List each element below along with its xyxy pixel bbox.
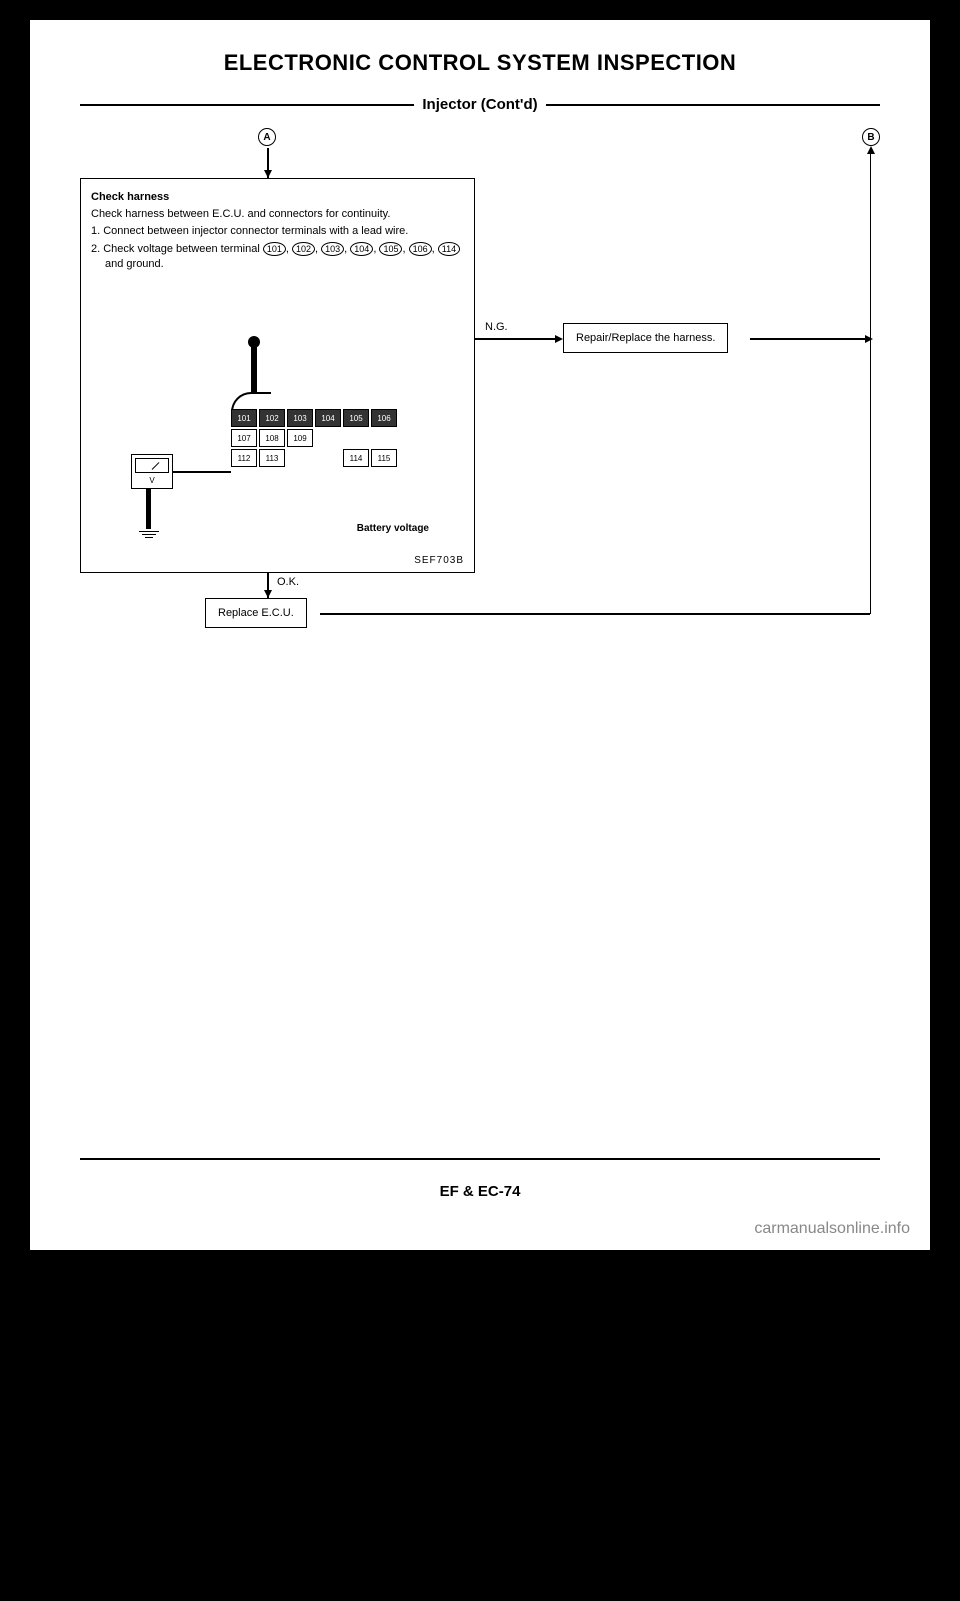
connector-cell-blank [343, 429, 369, 447]
connector-cell: 115 [371, 449, 397, 467]
arrow-up-icon [867, 146, 875, 154]
connector-cell: 108 [259, 429, 285, 447]
terminal-number: 106 [409, 242, 432, 256]
connector-row: 112 113 114 115 [231, 449, 411, 467]
step-2: 2. Check voltage between terminal 101, 1… [91, 242, 464, 273]
probe-icon [251, 344, 257, 394]
connector-cell: 109 [287, 429, 313, 447]
terminal-number: 103 [321, 242, 344, 256]
terminal-number: 101 [263, 242, 286, 256]
connector-row: 107 108 109 [231, 429, 411, 447]
connector-cell: 113 [259, 449, 285, 467]
divider [546, 104, 880, 106]
check-harness-box: Check harness Check harness between E.C.… [80, 178, 475, 573]
ok-label: O.K. [277, 576, 299, 588]
connector-block: 101 102 103 104 105 106 107 108 109 [231, 409, 411, 469]
connector-cell-blank [315, 449, 341, 467]
page-number: EF & EC-74 [30, 1183, 930, 1200]
flow-line [475, 338, 560, 340]
subtitle: Injector (Cont'd) [414, 96, 545, 113]
arrow-right-icon [865, 335, 873, 343]
connector-cell: 101 [231, 409, 257, 427]
flow-line [320, 613, 870, 615]
manual-page: ELECTRONIC CONTROL SYSTEM INSPECTION Inj… [30, 20, 930, 1250]
battery-voltage-label: Battery voltage [357, 523, 429, 534]
subtitle-row: Injector (Cont'd) [30, 96, 930, 113]
connector-cell: 112 [231, 449, 257, 467]
repair-replace-box: Repair/Replace the harness. [563, 323, 728, 353]
connector-cell: 107 [231, 429, 257, 447]
flow-line [750, 338, 870, 340]
terminal-number: 104 [350, 242, 373, 256]
divider [80, 104, 414, 106]
connector-cell: 114 [343, 449, 369, 467]
entry-point-a: A [258, 128, 276, 146]
terminal-number: 114 [438, 242, 460, 256]
voltmeter-icon: V [131, 454, 173, 489]
connector-cell: 103 [287, 409, 313, 427]
connector-cell: 105 [343, 409, 369, 427]
footer-divider [80, 1158, 880, 1160]
ground-icon [139, 529, 159, 540]
flow-line [870, 598, 872, 614]
arrow-down-icon [264, 170, 272, 178]
flow-line [870, 148, 872, 598]
flowchart-diagram: A B Check harness Check harness between … [80, 128, 880, 628]
wiring-diagram: 101 102 103 104 105 106 107 108 109 [131, 344, 431, 544]
connector-cell: 106 [371, 409, 397, 427]
arrow-right-icon [555, 335, 563, 343]
probe-icon [146, 489, 151, 529]
entry-point-b: B [862, 128, 880, 146]
watermark: carmanualsonline.info [754, 1220, 910, 1238]
meter-face [135, 458, 169, 473]
arrow-down-icon [264, 590, 272, 598]
box-description: Check harness between E.C.U. and connect… [91, 207, 464, 222]
meter-label: V [132, 476, 172, 485]
connector-row: 101 102 103 104 105 106 [231, 409, 411, 427]
connector-cell: 104 [315, 409, 341, 427]
terminal-number: 105 [379, 242, 402, 256]
connector-cell-blank [287, 449, 313, 467]
replace-ecu-box: Replace E.C.U. [205, 598, 307, 628]
ng-label: N.G. [485, 321, 508, 333]
reference-code: SEF703B [414, 555, 464, 566]
connector-cell-blank [371, 429, 397, 447]
box-heading: Check harness [91, 191, 464, 203]
connector-cell: 102 [259, 409, 285, 427]
connector-cell-blank [315, 429, 341, 447]
step-1: 1. Connect between injector connector te… [91, 224, 464, 239]
wire-icon [173, 471, 231, 473]
terminal-number: 102 [292, 242, 315, 256]
page-title: ELECTRONIC CONTROL SYSTEM INSPECTION [30, 20, 930, 76]
